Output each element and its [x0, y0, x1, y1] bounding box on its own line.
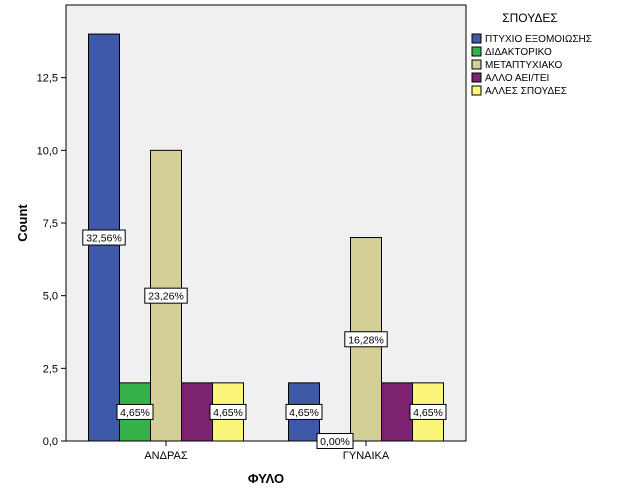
bar [181, 382, 213, 442]
data-label: 4,65% [289, 407, 319, 419]
legend-swatch [471, 72, 482, 83]
legend-swatch [471, 33, 482, 44]
x-axis-title: ΦΥΛΟ [248, 471, 284, 486]
data-label: 0,00% [320, 436, 350, 448]
data-label-box [144, 287, 188, 304]
data-label-box [344, 331, 388, 348]
legend-swatch [471, 59, 482, 70]
data-label: 4,65% [213, 407, 243, 419]
data-label: 16,28% [348, 334, 384, 346]
data-label: 4,65% [120, 407, 150, 419]
y-tick-label: 0,0 [43, 436, 58, 448]
plot-area [65, 4, 467, 442]
legend-label: ΑΛΛΕΣ ΣΠΟΥΔΕΣ [485, 86, 567, 97]
legend-label: ΜΕΤΑΠΤΥΧΙΑΚΟ [485, 60, 563, 71]
data-label-box [409, 403, 447, 420]
y-axis-title: Count [15, 204, 30, 242]
y-tick-label: 2,5 [43, 363, 58, 375]
data-label: 23,26% [148, 291, 184, 303]
data-label-box [82, 229, 126, 246]
legend-swatch [471, 85, 482, 96]
data-label: 32,56% [86, 233, 122, 245]
data-label-box [116, 403, 154, 420]
y-tick-label: 10,0 [37, 145, 58, 157]
legend-label: ΑΛΛΟ ΑΕΙ/ΤΕΙ [485, 73, 549, 84]
data-label-box [209, 403, 247, 420]
x-tick-label: ΓΥΝΑΙΚΑ [343, 450, 390, 462]
data-label-box [316, 433, 354, 449]
x-tick-label: ΑΝΔΡΑΣ [144, 450, 187, 462]
legend-swatch [471, 46, 482, 57]
legend-label: ΠΤΥΧΙΟ ΕΞΟΜΟΙΩΣΗΣ [485, 34, 592, 45]
y-tick-label: 5,0 [43, 291, 58, 303]
bar [381, 382, 413, 442]
y-tick-label: 12,5 [37, 73, 58, 85]
data-label: 4,65% [413, 407, 443, 419]
y-tick-label: 7,5 [43, 218, 58, 230]
legend-label: ΔΙΔΑΚΤΟΡΙΚΟ [485, 47, 552, 58]
legend-title: ΣΠΟΥΔΕΣ [502, 11, 558, 25]
data-label-box [285, 403, 323, 420]
